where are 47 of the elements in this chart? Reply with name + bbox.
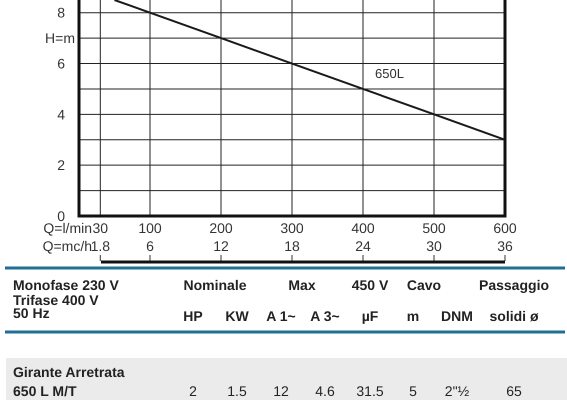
- text: Girante Arretrata: [13, 364, 125, 380]
- x-tick-label: 30: [92, 220, 108, 236]
- text: 2: [189, 383, 198, 399]
- y-axis-title: H=m: [45, 30, 75, 46]
- text: Monofase 230 V: [13, 277, 120, 293]
- x2-tick-label: 24: [355, 238, 371, 254]
- text: 2"½: [444, 383, 470, 399]
- text: 65: [506, 383, 522, 399]
- y-tick-label: 8: [57, 4, 66, 21]
- series-label: 650L: [375, 66, 404, 81]
- x-tick-label: 200: [209, 220, 233, 236]
- x2-axis-title: Q=mc/h: [42, 238, 92, 254]
- text: Max: [288, 277, 316, 293]
- text: DNM: [441, 308, 473, 324]
- text: Cavo: [406, 277, 442, 293]
- y-tick-label: 2: [57, 157, 66, 174]
- text: KW: [225, 308, 250, 324]
- text: A 3~: [310, 308, 340, 324]
- text: Passaggio: [478, 277, 550, 293]
- text: Nominale: [183, 277, 247, 293]
- text: solidi ø: [490, 308, 539, 324]
- x-tick-label: 600: [493, 220, 517, 236]
- x-tick-label: 500: [422, 220, 446, 236]
- text: 31.5: [356, 383, 384, 399]
- x2-tick-label: 18: [284, 238, 300, 254]
- x-tick-label: 100: [138, 220, 162, 236]
- text: A 1~: [266, 308, 296, 324]
- text: HP: [183, 308, 203, 324]
- x2-tick-label: 1.8: [90, 238, 110, 254]
- x2-tick-label: 36: [497, 238, 513, 254]
- y-tick-label: 6: [57, 55, 66, 72]
- text: 1.5: [227, 383, 247, 399]
- text: 450 V: [352, 277, 389, 293]
- text: 5: [409, 383, 418, 399]
- x2-tick-label: 12: [213, 238, 229, 254]
- text: Trifase 400 V: [13, 292, 100, 308]
- text: 4.6: [315, 383, 335, 399]
- text: m: [406, 308, 420, 324]
- text: 650 L M/T: [13, 383, 77, 399]
- x2-tick-label: 30: [426, 238, 442, 254]
- x-tick-label: 400: [351, 220, 375, 236]
- text: µF: [362, 308, 379, 324]
- x-tick-label: 300: [280, 220, 304, 236]
- x2-tick-label: 6: [146, 238, 154, 254]
- text: 50 Hz: [13, 305, 50, 321]
- y-tick-label: 4: [57, 106, 66, 122]
- text: 12: [273, 383, 289, 399]
